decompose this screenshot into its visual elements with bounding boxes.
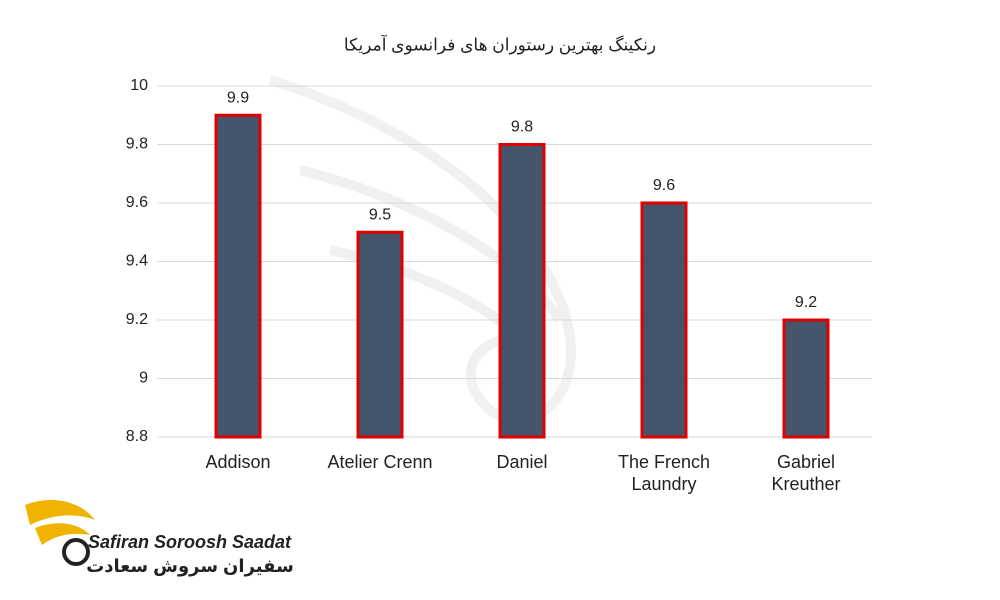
y-tick-label: 9: [139, 370, 148, 387]
y-tick-label: 9.4: [126, 253, 148, 270]
y-tick-label: 10: [130, 77, 148, 94]
logo: Safiran Soroosh Saadat سفیران سروش سعادت: [25, 500, 294, 577]
chart-title: رنکینگ بهترین رستوران های فرانسوی آمریکا: [344, 33, 656, 55]
bar: [356, 230, 404, 439]
y-tick-label: 9.6: [126, 194, 148, 211]
bar: [640, 201, 688, 439]
data-label: 9.5: [369, 206, 391, 223]
data-label: 9.8: [511, 119, 533, 136]
data-label: 9.2: [795, 294, 817, 311]
bar: [498, 143, 546, 439]
y-tick-label: 9.2: [126, 311, 148, 328]
data-label: 9.9: [227, 89, 249, 106]
bar: [782, 318, 830, 439]
logo-latin: Safiran Soroosh Saadat: [88, 532, 292, 552]
x-tick-label: Daniel: [496, 452, 548, 472]
x-tick-label: Gabriel Kreuther: [771, 452, 841, 494]
logo-wing: [25, 500, 95, 525]
logo-mark: [62, 538, 90, 566]
x-tick-label: Addison: [205, 452, 271, 472]
x-tick-label: The French Laundry: [617, 452, 711, 494]
x-tick-label: Atelier Crenn: [327, 452, 433, 472]
y-tick-label: 8.8: [126, 428, 148, 445]
logo-wing: [35, 523, 90, 545]
bar: [214, 113, 262, 439]
y-tick-label: 9.8: [126, 136, 148, 153]
data-label: 9.6: [653, 177, 675, 194]
logo-persian: سفیران سروش سعادت: [86, 556, 294, 577]
